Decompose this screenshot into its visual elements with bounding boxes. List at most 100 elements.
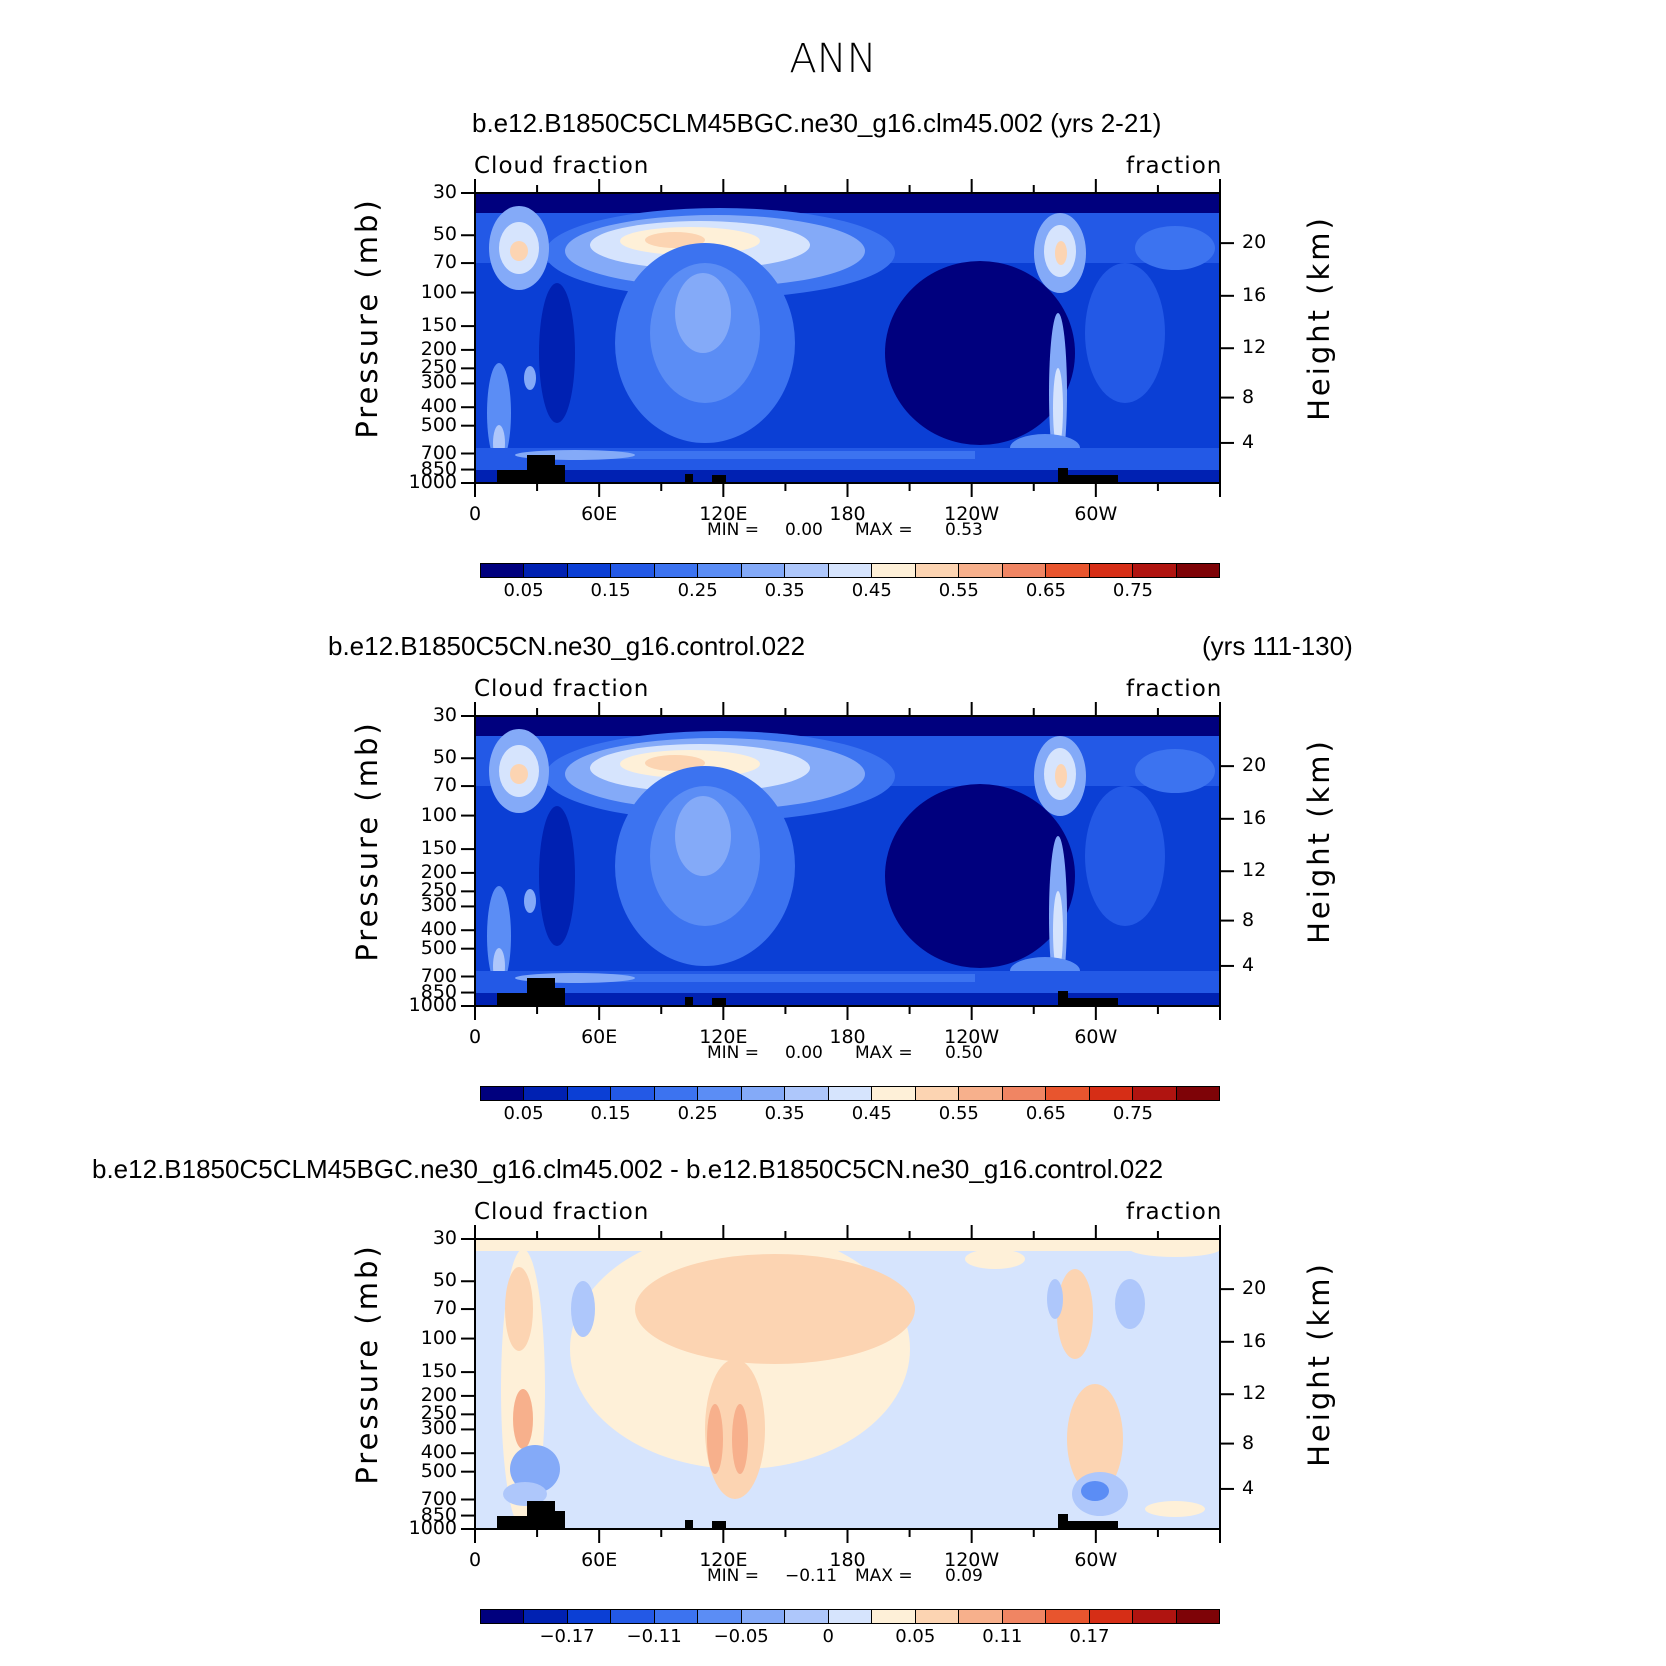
colorbar-box	[1133, 1610, 1177, 1623]
colorbar-box	[654, 1087, 699, 1100]
min-label: MIN =	[707, 1043, 760, 1063]
colorbar-label: 0.25	[677, 580, 718, 601]
panel-title: b.e12.B1850C5CLM45BGC.ne30_g16.clm45.002…	[472, 108, 1162, 138]
y-axis-label-right: Height (km)	[1302, 1261, 1336, 1467]
contour-field	[475, 1239, 1220, 1529]
pressure-label: 700	[420, 964, 457, 987]
pressure-label: 400	[420, 918, 457, 941]
pressure-label: 250	[420, 879, 457, 902]
pressure-label: 850	[420, 980, 457, 1003]
pressure-label: 100	[420, 803, 457, 826]
longitude-label: 120E	[699, 1026, 748, 1048]
height-label: 12	[1242, 336, 1267, 359]
pressure-label: 30	[432, 704, 457, 726]
pressure-label: 100	[420, 280, 457, 303]
longitude-label: 120W	[944, 1549, 1000, 1571]
longitude-label: 60W	[1074, 503, 1118, 525]
left-string: Cloud fraction	[474, 153, 650, 179]
colorbar-box	[524, 1610, 568, 1623]
longitude-label: 60E	[581, 503, 618, 525]
pressure-label: 300	[420, 371, 457, 394]
max-label: MAX =	[855, 1566, 913, 1586]
pressure-label: 50	[432, 1269, 457, 1292]
pressure-label: 150	[420, 837, 457, 860]
pressure-label: 700	[420, 441, 457, 464]
left-string: Cloud fraction	[474, 676, 650, 702]
colorbar-box	[611, 564, 655, 577]
colorbar-label: 0.25	[677, 1103, 718, 1124]
colorbar-box	[567, 1087, 612, 1100]
colorbar	[480, 1086, 1220, 1101]
longitude-label: 120E	[699, 1549, 748, 1571]
colorbar-label: 0.17	[1069, 1626, 1110, 1647]
pressure-label: 150	[420, 314, 457, 337]
pressure-label: 1000	[408, 1517, 457, 1539]
min-value: 0.00	[785, 1043, 823, 1063]
contour-field	[475, 716, 1220, 1006]
longitude-label: 120W	[944, 503, 1000, 525]
pressure-label: 70	[432, 251, 457, 274]
colorbar-box	[1089, 1087, 1134, 1100]
colorbar-label: 0.11	[982, 1626, 1023, 1647]
colorbar-box	[959, 1610, 1003, 1623]
colorbar-box	[828, 564, 873, 577]
longitude-label: 0	[468, 503, 482, 525]
panel-title: b.e12.B1850C5CLM45BGC.ne30_g16.clm45.002…	[92, 1154, 1164, 1184]
height-label: 20	[1242, 1277, 1267, 1300]
colorbar-box	[611, 1610, 655, 1623]
pressure-label: 300	[420, 894, 457, 917]
colorbar-label: 0.35	[764, 580, 805, 601]
colorbar-box	[567, 1610, 612, 1623]
colorbar-box	[915, 1087, 960, 1100]
longitude-label: 60E	[581, 1549, 618, 1571]
colorbar-box	[872, 564, 916, 577]
longitude-label: 0	[468, 1026, 482, 1048]
colorbar-box	[1046, 564, 1090, 577]
colorbar-box	[1046, 1087, 1090, 1100]
max-label: MAX =	[855, 1043, 913, 1063]
longitude-label: 60W	[1074, 1549, 1118, 1571]
max-value: 0.09	[945, 1566, 983, 1586]
longitude-label: 120E	[699, 503, 748, 525]
colorbar-box	[872, 1087, 916, 1100]
height-label: 8	[1242, 1431, 1255, 1454]
colorbar-box	[785, 1087, 829, 1100]
colorbar-box	[785, 1610, 829, 1623]
height-label: 12	[1242, 1382, 1267, 1405]
colorbar-box	[567, 564, 612, 577]
right-string: fraction	[1126, 1199, 1223, 1225]
colorbar-label: 0.35	[764, 1103, 805, 1124]
height-label: 4	[1242, 430, 1255, 453]
pressure-label: 300	[420, 1417, 457, 1440]
plot-frame	[474, 1238, 1221, 1530]
height-label: 20	[1242, 231, 1267, 254]
height-label: 4	[1242, 953, 1255, 976]
height-label: 4	[1242, 1476, 1255, 1499]
min-label: MIN =	[707, 520, 760, 540]
colorbar	[480, 1609, 1220, 1624]
height-label: 8	[1242, 908, 1255, 931]
colorbar-box	[481, 1087, 525, 1100]
pressure-label: 50	[432, 746, 457, 769]
pressure-label: 500	[420, 1459, 457, 1482]
colorbar-label: 0.45	[851, 580, 892, 601]
colorbar-box	[959, 1087, 1003, 1100]
colorbar-label: 0.15	[590, 580, 631, 601]
max-value: 0.53	[945, 520, 983, 540]
colorbar-box	[959, 564, 1003, 577]
colorbar-box	[481, 1610, 525, 1623]
left-string: Cloud fraction	[474, 1199, 650, 1225]
colorbar-box	[872, 1610, 916, 1623]
colorbar-label: 0.05	[503, 580, 544, 601]
longitude-label: 180	[829, 503, 866, 525]
colorbar-box	[1133, 564, 1177, 577]
colorbar-box	[915, 564, 960, 577]
colorbar-label: 0.65	[1025, 1103, 1066, 1124]
pressure-label: 700	[420, 1487, 457, 1510]
pressure-label: 850	[420, 1503, 457, 1526]
right-string: fraction	[1126, 676, 1223, 702]
colorbar-box	[1176, 564, 1219, 577]
colorbar-box	[1089, 564, 1134, 577]
colorbar-box	[741, 1610, 786, 1623]
height-label: 16	[1242, 1329, 1267, 1352]
